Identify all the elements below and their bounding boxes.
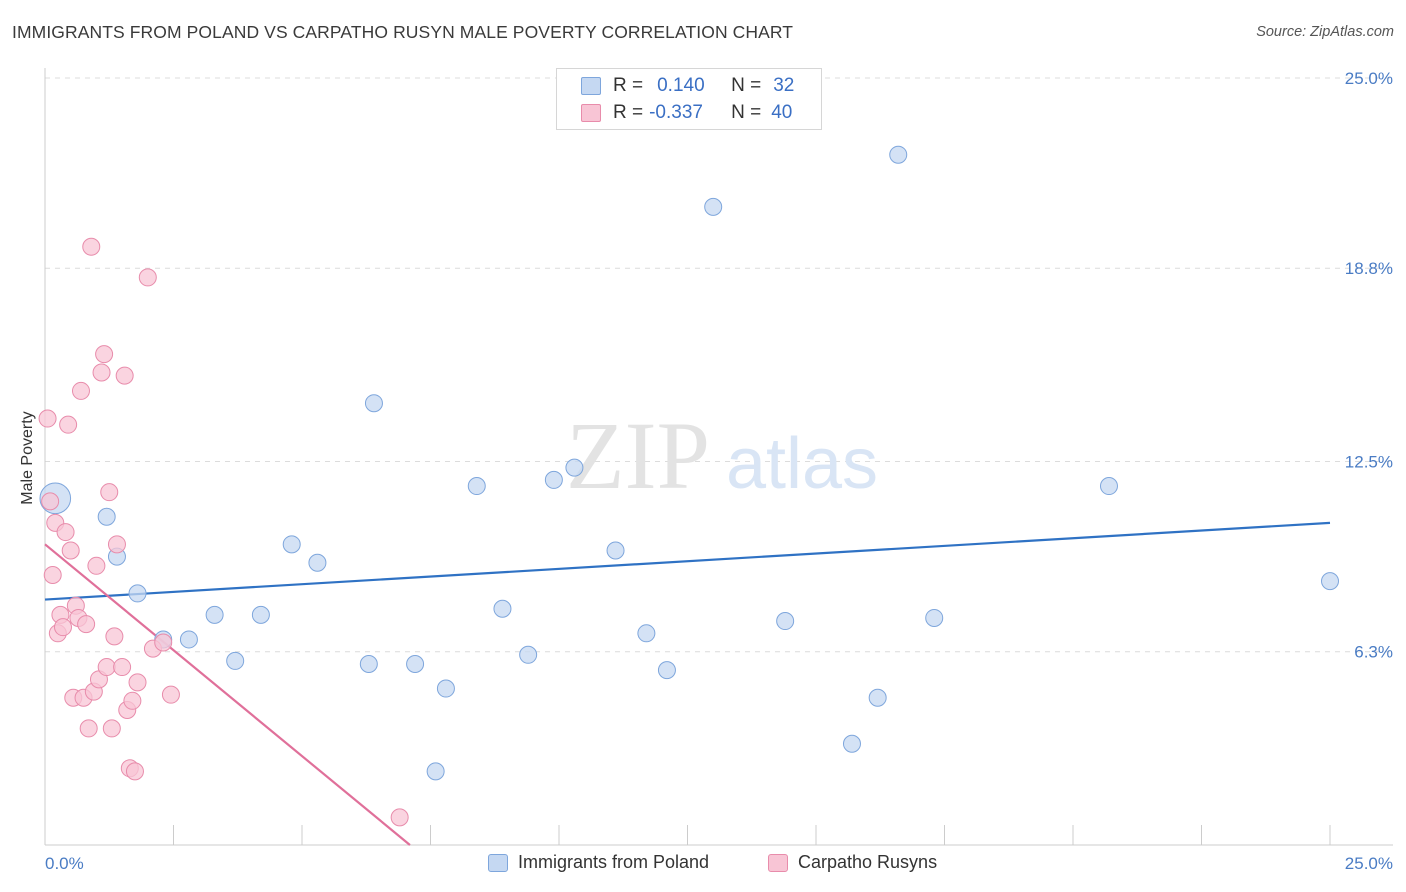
data-point-rusyn bbox=[105, 627, 124, 646]
data-point-rusyn bbox=[100, 483, 119, 502]
data-point-poland bbox=[704, 197, 723, 216]
bottom-legend-swatch-blue bbox=[488, 853, 508, 872]
legend-row-rusyn: R = -0.337 N = 40 bbox=[581, 100, 792, 126]
data-point-rusyn bbox=[128, 673, 147, 692]
data-point-rusyn bbox=[59, 415, 78, 434]
data-point-rusyn bbox=[38, 409, 57, 428]
data-point-rusyn bbox=[87, 556, 106, 575]
data-point-rusyn bbox=[95, 345, 114, 364]
data-point-rusyn bbox=[92, 363, 111, 382]
trend-line-poland bbox=[44, 521, 1331, 601]
grid-layer bbox=[45, 77, 1393, 653]
data-point-poland bbox=[179, 630, 198, 649]
data-point-poland bbox=[308, 553, 327, 572]
y-tick-label: 6.3% bbox=[1354, 643, 1393, 662]
data-point-poland bbox=[364, 394, 383, 413]
data-point-rusyn bbox=[82, 237, 101, 256]
data-point-poland bbox=[97, 507, 116, 526]
data-point-rusyn bbox=[154, 633, 173, 652]
data-point-poland bbox=[1099, 477, 1118, 496]
data-point-poland bbox=[426, 762, 445, 781]
legend-n-value: 32 bbox=[773, 75, 795, 96]
data-point-poland bbox=[889, 145, 908, 164]
legend-r-label: R = bbox=[613, 75, 644, 96]
data-point-poland bbox=[868, 688, 887, 707]
data-point-rusyn bbox=[102, 719, 121, 738]
data-point-poland bbox=[606, 541, 625, 560]
watermark: ZIP atlas bbox=[566, 402, 878, 509]
bottom-legend-swatch-pink bbox=[768, 853, 788, 872]
data-point-poland bbox=[406, 654, 425, 673]
bottom-legend-label: Carpatho Rusyns bbox=[798, 852, 938, 872]
data-point-poland bbox=[842, 734, 861, 753]
data-point-poland bbox=[251, 605, 270, 624]
data-point-rusyn bbox=[53, 618, 72, 637]
data-point-poland bbox=[467, 477, 486, 496]
trend-line-rusyn bbox=[44, 543, 411, 846]
data-point-poland bbox=[226, 651, 245, 670]
legend-n-label: N = bbox=[731, 102, 762, 123]
legend-r-value: -0.337 bbox=[649, 102, 703, 123]
data-point-rusyn bbox=[56, 523, 75, 542]
data-point-poland bbox=[637, 624, 656, 643]
data-point-rusyn bbox=[79, 719, 98, 738]
chart-title: IMMIGRANTS FROM POLAND VS CARPATHO RUSYN… bbox=[12, 22, 794, 42]
data-point-rusyn bbox=[41, 492, 60, 511]
data-point-poland bbox=[436, 679, 455, 698]
data-point-rusyn bbox=[61, 541, 80, 560]
tick-label-layer: 6.3% 12.5% 18.8% 25.0% 0.0% 25.0% bbox=[45, 69, 1393, 873]
y-tick-label: 18.8% bbox=[1345, 259, 1393, 278]
watermark-atlas: atlas bbox=[726, 424, 878, 504]
legend-row-poland: R = 0.140 N = 32 bbox=[581, 73, 794, 99]
data-point-poland bbox=[544, 470, 563, 489]
data-point-poland bbox=[925, 608, 944, 627]
points-layer bbox=[38, 145, 1339, 827]
stats-legend: R = 0.140 N = 32 R = -0.337 N = 40 bbox=[556, 68, 822, 130]
watermark-zip: ZIP bbox=[566, 402, 710, 509]
legend-r-label: R = bbox=[613, 102, 644, 123]
data-point-rusyn bbox=[125, 762, 144, 781]
data-point-poland bbox=[493, 599, 512, 618]
data-point-poland bbox=[359, 654, 378, 673]
data-point-rusyn bbox=[390, 808, 409, 827]
data-point-rusyn bbox=[97, 658, 116, 677]
legend-r-value: 0.140 bbox=[657, 75, 705, 96]
x-tick-label: 0.0% bbox=[45, 854, 84, 873]
legend-n-label: N = bbox=[731, 75, 762, 96]
data-point-rusyn bbox=[123, 691, 142, 710]
y-tick-label: 12.5% bbox=[1345, 453, 1393, 472]
data-point-rusyn bbox=[107, 535, 126, 554]
data-point-poland bbox=[1321, 572, 1339, 591]
data-point-rusyn bbox=[71, 381, 90, 400]
data-point-poland bbox=[205, 605, 224, 624]
data-point-rusyn bbox=[43, 566, 62, 585]
data-point-poland bbox=[565, 458, 584, 477]
data-point-poland bbox=[128, 584, 147, 603]
data-point-rusyn bbox=[161, 685, 180, 704]
trend-layer bbox=[44, 521, 1331, 846]
data-point-poland bbox=[776, 612, 795, 631]
source-credit: Source: ZipAtlas.com bbox=[1256, 24, 1394, 40]
axis-layer bbox=[44, 68, 1393, 846]
data-point-rusyn bbox=[115, 366, 134, 385]
bottom-legend-poland: Immigrants from Poland bbox=[488, 852, 709, 873]
data-point-rusyn bbox=[77, 615, 96, 634]
x-tick-label: 25.0% bbox=[1345, 854, 1393, 873]
data-point-rusyn bbox=[138, 268, 157, 287]
data-point-poland bbox=[657, 661, 676, 680]
data-point-poland bbox=[519, 645, 538, 664]
legend-n-value: 40 bbox=[771, 102, 793, 123]
data-point-rusyn bbox=[113, 658, 132, 677]
data-point-poland bbox=[282, 535, 301, 554]
bottom-legend-rusyn: Carpatho Rusyns bbox=[768, 852, 937, 873]
legend-swatch-pink bbox=[581, 104, 601, 122]
y-tick-label: 25.0% bbox=[1345, 69, 1393, 88]
bottom-legend-label: Immigrants from Poland bbox=[518, 852, 710, 872]
legend-swatch-blue bbox=[581, 77, 601, 95]
